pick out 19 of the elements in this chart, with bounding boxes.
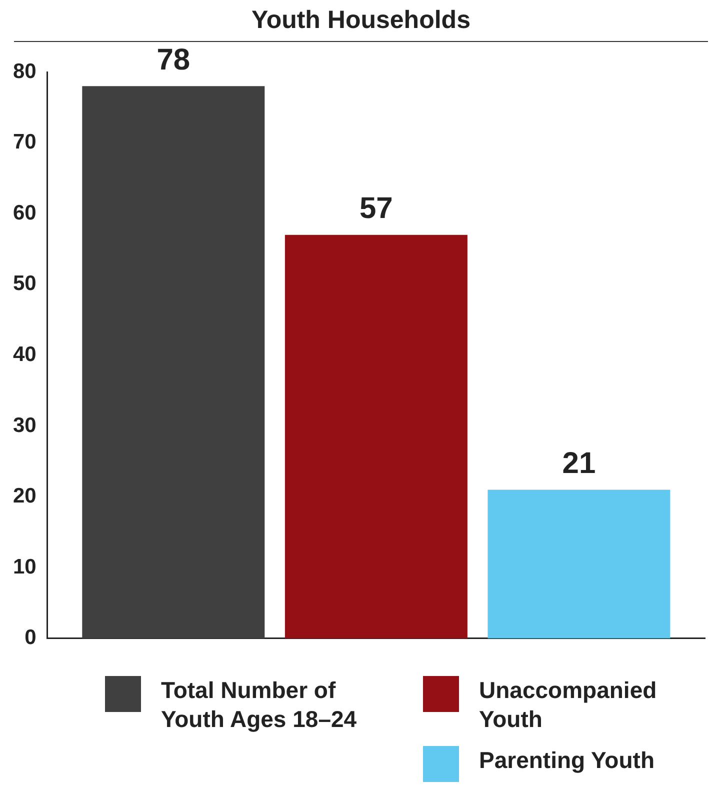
data-label: 78 [156, 43, 190, 76]
bar [488, 490, 670, 638]
legend-label: Total Number of Youth Ages 18–24 [161, 676, 358, 734]
y-tick-label: 80 [13, 60, 36, 83]
y-tick-label: 40 [13, 342, 36, 366]
y-tick-label: 60 [13, 201, 36, 224]
legend-label: Unaccompanied Youth [479, 676, 658, 734]
data-label: 57 [359, 192, 393, 226]
y-tick-label: 10 [13, 555, 36, 578]
data-label: 21 [562, 446, 596, 480]
y-tick-label: 50 [13, 272, 36, 296]
y-tick-label: 0 [24, 626, 36, 650]
y-tick-label: 30 [13, 414, 36, 437]
bar [284, 234, 468, 638]
bar [82, 86, 265, 638]
chart-title: Youth Households [14, 6, 708, 42]
y-tick-label: 20 [13, 484, 36, 508]
y-tick-label: 70 [13, 130, 36, 154]
legend-label: Parenting Youth [479, 746, 654, 775]
